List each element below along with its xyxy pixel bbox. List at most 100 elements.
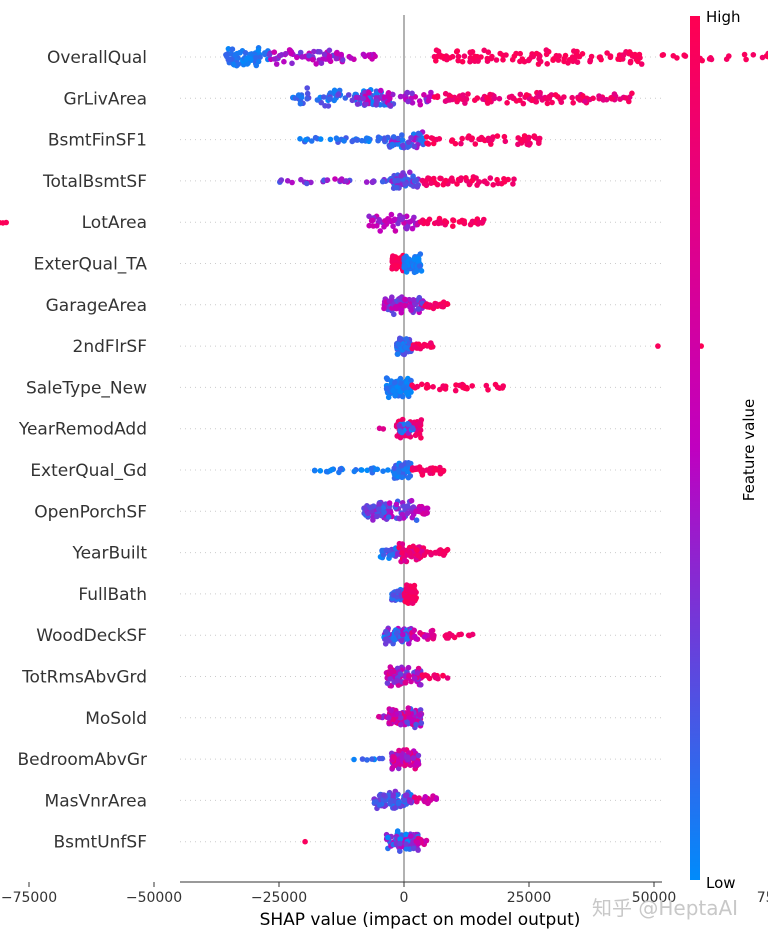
shap-point bbox=[417, 506, 423, 512]
shap-point bbox=[536, 140, 542, 146]
feature-label: ExterQual_Gd bbox=[30, 461, 147, 481]
shap-point bbox=[430, 140, 437, 147]
shap-point bbox=[435, 220, 442, 227]
shap-point bbox=[407, 169, 413, 176]
shap-point bbox=[417, 707, 424, 713]
shap-point bbox=[338, 176, 345, 182]
shap-point bbox=[434, 53, 441, 60]
shap-point bbox=[399, 550, 405, 556]
shap-point bbox=[415, 552, 421, 559]
shap-point bbox=[430, 384, 436, 390]
shap-point bbox=[575, 95, 582, 102]
feature-label: SaleType_New bbox=[26, 378, 147, 398]
shap-point bbox=[502, 138, 509, 145]
shap-point bbox=[533, 50, 540, 57]
shap-point bbox=[231, 62, 237, 68]
shap-point bbox=[399, 541, 406, 547]
shap-point bbox=[421, 634, 428, 640]
shap-point bbox=[395, 263, 402, 269]
shap-point bbox=[378, 87, 384, 94]
shap-point bbox=[393, 184, 400, 191]
shap-point bbox=[458, 140, 464, 147]
shap-point bbox=[440, 468, 447, 475]
shap-point bbox=[365, 510, 371, 517]
shap-point bbox=[510, 181, 516, 187]
shap-point bbox=[399, 755, 405, 761]
shap-point bbox=[381, 137, 388, 143]
shap-point bbox=[375, 506, 382, 512]
shap-point bbox=[443, 177, 449, 184]
colorbar: High Low Feature value bbox=[690, 8, 758, 892]
shap-point bbox=[399, 137, 406, 143]
shap-point bbox=[397, 848, 403, 854]
shap-point bbox=[379, 547, 385, 554]
shap-point bbox=[571, 54, 578, 61]
shap-point bbox=[358, 467, 365, 473]
shap-point bbox=[415, 752, 422, 759]
shap-point bbox=[331, 97, 338, 104]
shap-point bbox=[409, 382, 415, 389]
shap-point bbox=[388, 211, 395, 218]
shap-point bbox=[404, 510, 411, 517]
shap-point bbox=[393, 501, 400, 508]
shap-point bbox=[469, 49, 476, 55]
x-tick-label: 25000 bbox=[507, 890, 552, 906]
shap-point bbox=[636, 51, 643, 58]
shap-point bbox=[232, 52, 238, 58]
x-ticks: −75000−50000−250000250005000075000100000 bbox=[1, 882, 768, 906]
shap-point bbox=[410, 297, 417, 303]
shap-point bbox=[397, 302, 404, 308]
shap-point bbox=[385, 834, 391, 841]
shap-point bbox=[396, 747, 402, 754]
shap-point bbox=[243, 56, 250, 63]
shap-point bbox=[405, 705, 412, 711]
colorbar-title: Feature value bbox=[740, 399, 758, 501]
shap-point bbox=[552, 92, 559, 98]
shap-point bbox=[550, 56, 556, 63]
shap-point bbox=[359, 756, 366, 762]
shap-point bbox=[418, 682, 424, 688]
shap-point bbox=[376, 792, 383, 799]
shap-point bbox=[467, 58, 473, 65]
shap-point bbox=[533, 99, 540, 105]
shap-point bbox=[569, 94, 575, 101]
shap-point bbox=[421, 552, 428, 558]
shap-point bbox=[400, 142, 406, 149]
shap-point bbox=[360, 95, 367, 102]
shap-point bbox=[369, 756, 375, 762]
shap-point bbox=[590, 95, 596, 102]
shap-point bbox=[402, 296, 408, 303]
shap-point bbox=[419, 472, 426, 478]
shap-point bbox=[405, 474, 412, 481]
x-axis-title: SHAP value (impact on model output) bbox=[260, 910, 581, 930]
feature-label: GarageArea bbox=[46, 296, 147, 316]
shap-point bbox=[426, 216, 433, 223]
shap-point bbox=[370, 517, 376, 523]
shap-point bbox=[427, 302, 433, 308]
shap-point bbox=[395, 341, 402, 348]
shap-point bbox=[391, 471, 398, 478]
shap-point bbox=[391, 311, 397, 318]
shap-point bbox=[408, 389, 414, 395]
shap-point bbox=[397, 337, 403, 343]
shap-point bbox=[235, 61, 242, 67]
shap-point bbox=[438, 303, 445, 310]
shap-point bbox=[376, 216, 383, 223]
shap-point bbox=[456, 631, 462, 638]
shap-point bbox=[415, 847, 421, 853]
shap-point bbox=[297, 49, 304, 56]
shap-point bbox=[546, 93, 553, 100]
shap-point bbox=[396, 515, 403, 522]
shap-point bbox=[414, 547, 420, 553]
feature-label: FullBath bbox=[78, 585, 147, 605]
shap-point bbox=[423, 510, 430, 516]
shap-point bbox=[409, 425, 416, 431]
shap-point bbox=[457, 177, 464, 184]
shap-point bbox=[387, 676, 394, 682]
shap-point bbox=[397, 721, 404, 728]
shap-point bbox=[351, 468, 358, 475]
shap-point bbox=[627, 59, 634, 66]
shap-point bbox=[414, 839, 421, 846]
shap-point bbox=[286, 47, 293, 53]
feature-label: YearBuilt bbox=[71, 544, 147, 564]
